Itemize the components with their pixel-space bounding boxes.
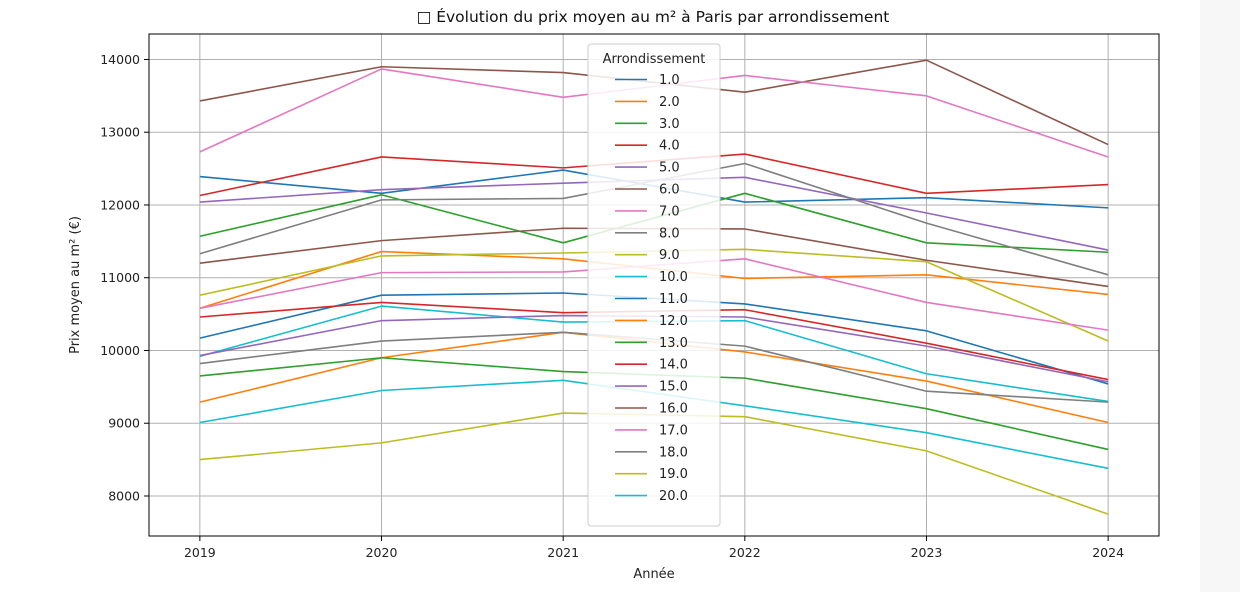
x-tick-label: 2022: [729, 545, 761, 560]
legend-label: 11.0: [659, 292, 688, 307]
y-tick-label: 14000: [100, 52, 140, 67]
legend-label: 20.0: [659, 489, 688, 504]
x-tick-label: 2020: [366, 545, 398, 560]
y-tick-label: 13000: [100, 125, 140, 140]
legend-label: 3.0: [659, 117, 680, 132]
y-tick-label: 10000: [100, 343, 140, 358]
legend-label: 10.0: [659, 270, 688, 285]
legend-box: [587, 43, 721, 527]
y-tick-label: 12000: [100, 197, 140, 212]
side-panel: [1200, 0, 1240, 592]
legend-label: 19.0: [659, 467, 688, 482]
legend-label: 17.0: [659, 423, 688, 438]
x-tick-label: 2023: [911, 545, 943, 560]
legend-label: 16.0: [659, 402, 688, 417]
legend-items: 1.0 2.0 3.0 4.0 5.0 6.0 7.0 8.0 9.0 10.0 11.0 12.0 1…: [615, 73, 688, 504]
y-tick-label: 9000: [108, 416, 140, 431]
legend-title: Arrondissement: [603, 52, 706, 67]
chart-title: □ Évolution du prix moyen au m² à Paris …: [417, 7, 890, 26]
legend-label: 6.0: [659, 183, 680, 198]
legend-label: 13.0: [659, 336, 688, 351]
legend-label: 7.0: [659, 204, 680, 219]
legend-label: 1.0: [659, 73, 680, 88]
y-tick-label: 11000: [100, 270, 140, 285]
x-tick-label: 2024: [1092, 545, 1124, 560]
y-axis-label: Prix moyen au m² (€): [68, 216, 83, 354]
legend-label: 12.0: [659, 314, 688, 329]
legend-label: 18.0: [659, 445, 688, 460]
x-tick-label: 2021: [547, 545, 579, 560]
legend-label: 8.0: [659, 226, 680, 241]
y-axis-ticks: 8000 9000 10000 11000 12000 13000 14000: [100, 52, 149, 503]
legend-label: 14.0: [659, 358, 688, 373]
line-chart: □ Évolution du prix moyen au m² à Paris …: [68, 7, 1160, 582]
legend-label: 15.0: [659, 380, 688, 395]
x-tick-label: 2019: [184, 545, 216, 560]
legend-label: 5.0: [659, 161, 680, 176]
x-axis-label: Année: [633, 567, 674, 582]
legend: Arrondissement 1.0 2.0 3.0 4.0 5.0 6.0 7.0 8.0 9…: [587, 43, 721, 527]
x-axis-ticks: 2019 2020 2021 2022 2023 2024: [184, 536, 1124, 560]
y-tick-label: 8000: [108, 488, 140, 503]
legend-label: 4.0: [659, 139, 680, 154]
legend-label: 2.0: [659, 95, 680, 110]
plot-frame: [148, 33, 1160, 537]
legend-label: 9.0: [659, 248, 680, 263]
